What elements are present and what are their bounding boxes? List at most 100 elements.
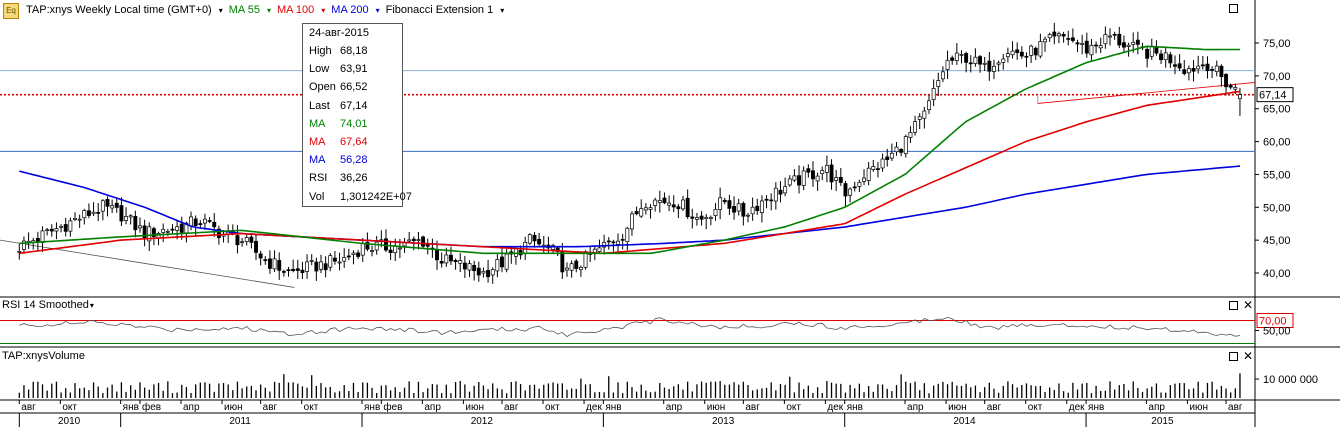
- candle-body: [500, 256, 504, 268]
- candle-body: [1001, 58, 1006, 63]
- candle-body: [797, 175, 801, 186]
- candle-body: [504, 253, 509, 270]
- candle-body: [165, 230, 170, 233]
- tooltip-key: Low: [309, 63, 330, 76]
- candle-body: [931, 88, 936, 100]
- price-tick-label: 60,00: [1263, 137, 1291, 149]
- rsi-pane-label[interactable]: RSI 14 Smoothed▾: [2, 299, 94, 311]
- candle-body: [105, 199, 110, 207]
- candle-body: [959, 53, 964, 56]
- ma100-label[interactable]: MA 100: [276, 4, 315, 16]
- rsi-level-box: [1256, 313, 1294, 328]
- candle-body: [690, 216, 695, 219]
- ma55-dropdown-icon[interactable]: ▾: [266, 5, 271, 15]
- symbol-label[interactable]: TAP:xnys Weekly Local time (GMT+0): [26, 4, 212, 16]
- close-rsi-pane-icon[interactable]: ✕: [1243, 298, 1254, 312]
- maximize-rsi-pane-icon[interactable]: [1229, 301, 1238, 310]
- candle-body: [727, 200, 732, 209]
- candle-body: [834, 177, 839, 181]
- candle-body: [68, 220, 73, 232]
- price-tick-label: 50,00: [1263, 202, 1291, 214]
- maximize-volume-pane-icon[interactable]: [1229, 352, 1238, 361]
- candle-body: [578, 267, 583, 271]
- candle-body: [119, 205, 124, 222]
- ma100-line: [19, 90, 1241, 255]
- candle-body: [1108, 35, 1112, 38]
- candle-body: [300, 269, 305, 273]
- candle-body: [258, 253, 263, 259]
- close-volume-pane-icon[interactable]: ✕: [1243, 349, 1254, 363]
- candle-body: [114, 202, 119, 208]
- rsi-tick-label: 50,00: [1263, 326, 1291, 338]
- candle-body: [96, 212, 101, 214]
- price-tick-label: 55,00: [1263, 169, 1291, 181]
- candle-body: [954, 52, 959, 61]
- candle-body: [40, 230, 45, 243]
- candle-body: [1214, 65, 1219, 72]
- candle-body: [820, 170, 825, 175]
- candle-body: [996, 62, 1001, 65]
- candle-body: [885, 156, 890, 160]
- ma55-label[interactable]: MA 55: [228, 4, 260, 16]
- candle-body: [1200, 64, 1205, 67]
- tooltip-key: RSI: [309, 172, 328, 185]
- candle-body: [249, 236, 254, 243]
- ma200-dropdown-icon[interactable]: ▾: [375, 5, 380, 15]
- candle-body: [532, 234, 537, 242]
- candle-body: [838, 176, 843, 183]
- maximize-price-pane-icon[interactable]: [1229, 4, 1238, 13]
- candle-body: [523, 241, 528, 255]
- month-label: окт: [1028, 402, 1043, 413]
- candle-body: [486, 270, 491, 278]
- candle-body: [899, 149, 904, 153]
- price-tick-label: 70,00: [1263, 71, 1291, 83]
- candle-body: [444, 254, 449, 264]
- candle-body: [1098, 45, 1103, 49]
- ma100-dropdown-icon[interactable]: ▾: [321, 5, 326, 15]
- candle-body: [801, 170, 806, 186]
- candle-body: [634, 211, 639, 215]
- symbol-dropdown-icon[interactable]: ▾: [218, 5, 223, 15]
- candle-body: [783, 186, 788, 194]
- candle-body: [662, 197, 667, 204]
- candle-body: [1010, 50, 1015, 56]
- candle-body: [1131, 41, 1136, 45]
- candle-body: [467, 263, 472, 271]
- candle-body: [458, 260, 463, 264]
- month-label: апр: [907, 402, 924, 413]
- year-label: 2012: [471, 416, 494, 427]
- candle-body: [736, 203, 741, 212]
- candle-body: [138, 225, 142, 229]
- candle-body: [388, 249, 393, 254]
- tooltip-row: RSI 36,26: [303, 169, 402, 187]
- candle-body: [175, 226, 180, 231]
- candle-body: [773, 187, 778, 202]
- candle-body: [1066, 38, 1071, 40]
- candle-body: [267, 258, 272, 269]
- volume-tick-label: 10 000 000: [1263, 374, 1318, 386]
- candle-body: [597, 247, 602, 252]
- fibonacci-dropdown-icon[interactable]: ▾: [500, 5, 505, 15]
- candle-body: [59, 225, 64, 228]
- candles-group: [17, 22, 1242, 284]
- candle-body: [439, 261, 444, 264]
- candle-body: [880, 158, 885, 169]
- candle-body: [903, 136, 908, 155]
- candle-body: [592, 248, 597, 253]
- month-label: дек: [1069, 402, 1085, 413]
- month-label: авг: [987, 402, 1002, 413]
- candle-body: [992, 65, 996, 72]
- fibonacci-label[interactable]: Fibonacci Extension 1: [385, 4, 494, 16]
- chart-header: Eq TAP:xnys Weekly Local time (GMT+0) ▾ M…: [0, 0, 1255, 20]
- candle-body: [124, 216, 129, 221]
- candle-body: [922, 110, 927, 119]
- candle-body: [495, 259, 500, 272]
- candle-body: [1019, 51, 1024, 57]
- ma200-label[interactable]: MA 200: [331, 4, 369, 16]
- candle-body: [1205, 63, 1210, 72]
- candle-body: [759, 200, 764, 213]
- candle-body: [866, 167, 871, 181]
- tooltip-value: 74,01: [340, 117, 368, 130]
- candle-body: [1112, 33, 1117, 36]
